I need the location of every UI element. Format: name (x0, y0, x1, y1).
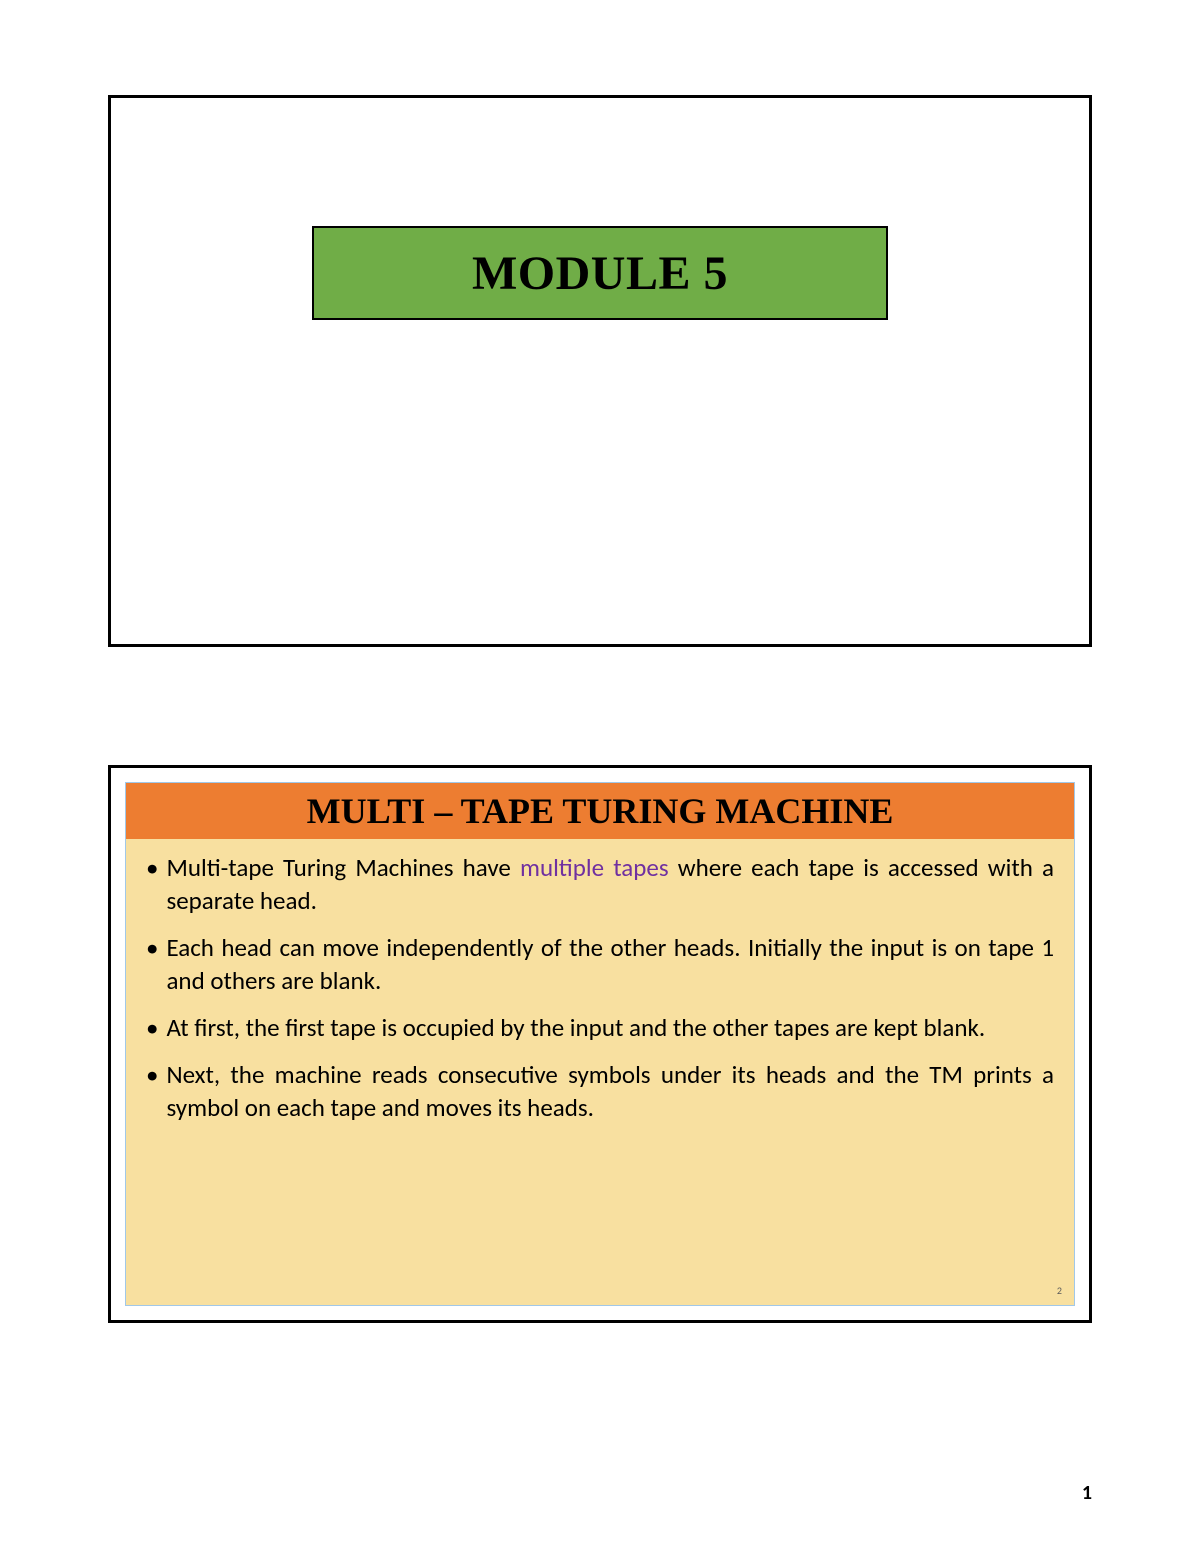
slide-2-header-text: MULTI – TAPE TURING MACHINE (307, 790, 894, 832)
bullet-text: Multi-tape Turing Machines have multiple… (166, 851, 1054, 917)
module-title-text: MODULE 5 (472, 246, 728, 301)
page: MODULE 5 MULTI – TAPE TURING MACHINE • M… (0, 0, 1200, 1553)
bullet-text: At first, the first tape is occupied by … (166, 1011, 1054, 1044)
slide-number: 2 (1057, 1284, 1062, 1297)
bullet-marker: • (146, 1011, 158, 1044)
bullet-text: Each head can move independently of the … (166, 931, 1054, 997)
bullet-item: • At first, the first tape is occupied b… (146, 1011, 1054, 1044)
page-number: 1 (1082, 1481, 1092, 1505)
slide-2-frame: MULTI – TAPE TURING MACHINE • Multi-tape… (108, 765, 1092, 1323)
slide-2-header-bar: MULTI – TAPE TURING MACHINE (126, 783, 1074, 839)
bullet-marker: • (146, 931, 158, 964)
bullet1-pre: Multi-tape Turing Machines have (166, 852, 520, 883)
bullet-item: • Multi-tape Turing Machines have multip… (146, 851, 1054, 917)
bullet-list: • Multi-tape Turing Machines have multip… (126, 839, 1074, 1124)
bullet-marker: • (146, 851, 158, 884)
bullet-text: Next, the machine reads consecutive symb… (166, 1058, 1054, 1124)
module-title-box: MODULE 5 (312, 226, 888, 320)
bullet-item: • Next, the machine reads consecutive sy… (146, 1058, 1054, 1124)
slide-2-panel: MULTI – TAPE TURING MACHINE • Multi-tape… (125, 782, 1075, 1306)
bullet-marker: • (146, 1058, 158, 1091)
slide-1-frame: MODULE 5 (108, 95, 1092, 647)
bullet1-highlight: multiple tapes (520, 852, 669, 883)
bullet-item: • Each head can move independently of th… (146, 931, 1054, 997)
